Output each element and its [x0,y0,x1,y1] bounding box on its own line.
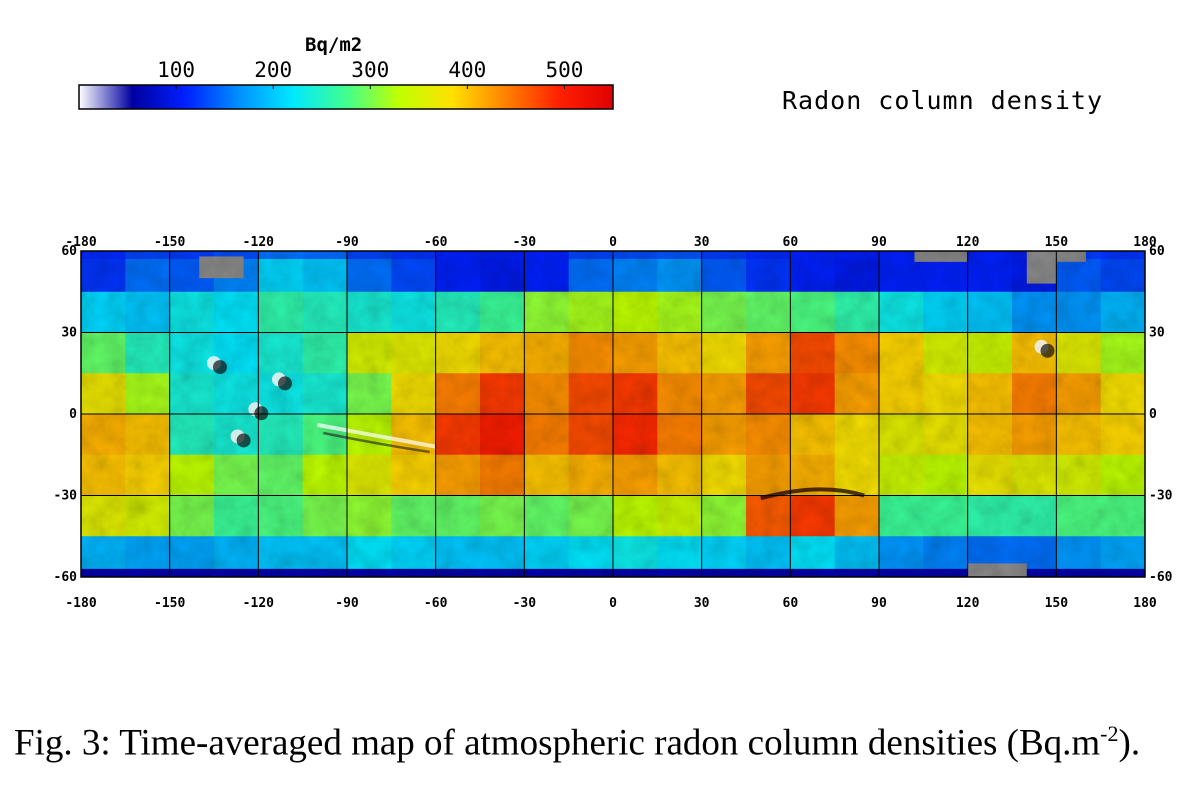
lon-label-bottom: 150 [1045,596,1069,611]
lat-label-left: 0 [69,407,77,422]
lat-label-left: -30 [54,489,78,504]
canyon-feature [317,422,437,449]
lon-label-top: 0 [609,235,617,250]
lon-label-bottom: 30 [694,596,710,611]
volcano-shadow [212,360,227,375]
lat-label-right: -30 [1149,489,1173,504]
lon-label-bottom: 120 [956,596,980,611]
lon-label-top: 90 [871,235,887,250]
colorbar-tick-label: 100 [157,58,196,82]
lon-label-bottom: -30 [513,596,537,611]
lon-label-top: -60 [424,235,448,250]
radon-map: -180 -180 -150 -150 -120 -120 -90 -90 -60 -60 -30 -… [54,235,1173,611]
lon-label-top: 120 [956,235,980,250]
lat-label-right: 60 [1149,244,1165,259]
lon-label-bottom: -180 [65,596,96,611]
lon-label-top: -120 [243,235,274,250]
lon-label-top: -180 [65,235,96,250]
lat-label-left: 60 [61,244,77,259]
figure-caption: Fig. 3: Time-averaged map of atmospheric… [14,712,1172,765]
lon-label-bottom: -150 [154,596,185,611]
lon-label-top: -30 [513,235,537,250]
colorbar-tick-label: 400 [448,58,487,82]
colorbar [78,84,614,110]
map-frame [80,250,1146,578]
volcano-shadow [277,376,292,391]
lon-label-bottom: 180 [1133,596,1157,611]
lon-label-top: 60 [783,235,799,250]
lon-label-bottom: 60 [783,596,799,611]
lon-label-top: 180 [1133,235,1157,250]
lat-label-left: 30 [61,326,77,341]
lon-label-top: -90 [335,235,359,250]
volcano-shadow [236,433,251,448]
lon-label-bottom: -90 [335,596,359,611]
lon-label-bottom: -120 [243,596,274,611]
lon-label-top: 30 [694,235,710,250]
caption-text: Fig. 3: Time-averaged map of atmospheric… [14,722,1101,764]
caption-suffix: ). [1118,722,1141,764]
lon-label-bottom: -60 [424,596,448,611]
lon-label-top: 150 [1045,235,1069,250]
map-title: Radon column density [782,86,1104,115]
colorbar-tick-label: 500 [545,58,584,82]
volcano-shadow [1040,343,1055,358]
lat-label-right: 0 [1149,407,1157,422]
caption-superscript: -2 [1100,721,1119,746]
colorbar-tick-label: 300 [351,58,390,82]
colorbar-unit-label: Bq/m2 [305,34,363,56]
canyon-shadow [323,431,430,454]
lat-label-right: 30 [1149,326,1165,341]
lat-label-left: -60 [54,570,78,585]
terrain-features [206,339,1055,501]
lon-label-bottom: 90 [871,596,887,611]
lon-label-bottom: 0 [609,596,617,611]
lon-label-top: -150 [154,235,185,250]
colorbar-gradient [78,84,614,110]
colorbar-tick-label: 200 [254,58,293,82]
lat-label-right: -60 [1149,570,1173,585]
volcano-shadow [254,406,269,421]
